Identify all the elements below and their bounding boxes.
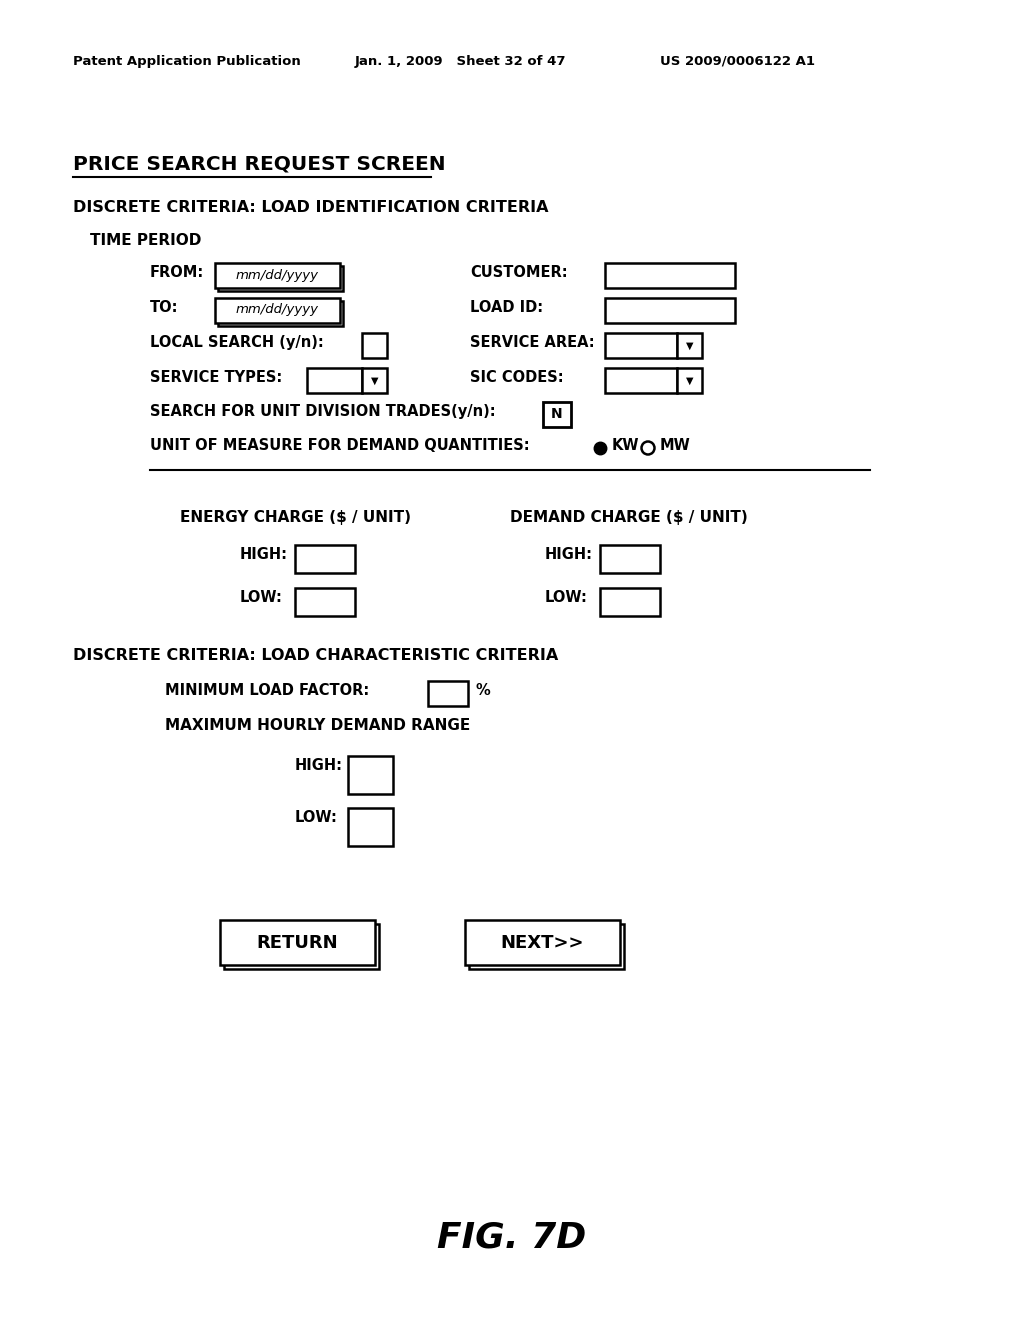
Bar	[362, 368, 387, 393]
Text: MAXIMUM HOURLY DEMAND RANGE: MAXIMUM HOURLY DEMAND RANGE	[165, 718, 470, 733]
Text: TIME PERIOD: TIME PERIOD	[90, 234, 202, 248]
Text: mm/dd/yyyy: mm/dd/yyyy	[236, 268, 318, 281]
Text: mm/dd/yyyy: mm/dd/yyyy	[236, 304, 318, 317]
Bar	[677, 368, 702, 393]
Bar	[215, 263, 340, 288]
Text: SERVICE TYPES:: SERVICE TYPES:	[150, 370, 283, 385]
Bar	[605, 333, 677, 358]
Bar	[605, 368, 677, 393]
Bar	[215, 298, 340, 323]
Bar	[600, 545, 660, 573]
Text: SIC CODES:: SIC CODES:	[470, 370, 563, 385]
Bar	[295, 587, 355, 616]
Text: TO:: TO:	[150, 300, 178, 315]
Text: NEXT>>: NEXT>>	[501, 933, 584, 952]
Text: KW: KW	[612, 438, 640, 453]
Text: US 2009/0006122 A1: US 2009/0006122 A1	[660, 55, 815, 69]
Text: ENERGY CHARGE ($ / UNIT): ENERGY CHARGE ($ / UNIT)	[180, 510, 411, 525]
Text: HIGH:: HIGH:	[295, 758, 343, 774]
Text: DEMAND CHARGE ($ / UNIT): DEMAND CHARGE ($ / UNIT)	[510, 510, 748, 525]
Text: DISCRETE CRITERIA: LOAD CHARACTERISTIC CRITERIA: DISCRETE CRITERIA: LOAD CHARACTERISTIC C…	[73, 648, 558, 663]
Bar	[348, 756, 393, 795]
Text: LOCAL SEARCH (y/n):: LOCAL SEARCH (y/n):	[150, 335, 324, 350]
Text: LOW:: LOW:	[545, 590, 588, 605]
Text: LOAD ID:: LOAD ID:	[470, 300, 543, 315]
Text: UNIT OF MEASURE FOR DEMAND QUANTITIES:: UNIT OF MEASURE FOR DEMAND QUANTITIES:	[150, 438, 529, 453]
Bar	[224, 924, 379, 969]
Bar	[218, 267, 343, 290]
Bar	[307, 368, 362, 393]
Bar	[348, 808, 393, 846]
Text: ▼: ▼	[686, 375, 693, 385]
Text: SEARCH FOR UNIT DIVISION TRADES(y/n):: SEARCH FOR UNIT DIVISION TRADES(y/n):	[150, 404, 496, 418]
Text: N: N	[551, 407, 563, 421]
Text: FIG. 7D: FIG. 7D	[437, 1220, 587, 1254]
Bar	[218, 301, 343, 326]
Bar	[465, 920, 620, 965]
Text: LOW:: LOW:	[295, 810, 338, 825]
Text: MW: MW	[660, 438, 691, 453]
Bar	[295, 545, 355, 573]
Bar	[605, 263, 735, 288]
Bar	[605, 298, 735, 323]
Bar	[543, 403, 571, 426]
Text: SERVICE AREA:: SERVICE AREA:	[470, 335, 595, 350]
Bar	[362, 333, 387, 358]
Text: Jan. 1, 2009   Sheet 32 of 47: Jan. 1, 2009 Sheet 32 of 47	[355, 55, 566, 69]
Text: HIGH:: HIGH:	[545, 546, 593, 562]
Bar	[677, 333, 702, 358]
Text: RETURN: RETURN	[256, 933, 338, 952]
Text: CUSTOMER:: CUSTOMER:	[470, 265, 567, 280]
Text: PRICE SEARCH REQUEST SCREEN: PRICE SEARCH REQUEST SCREEN	[73, 154, 445, 174]
Bar	[600, 587, 660, 616]
Text: LOW:: LOW:	[240, 590, 283, 605]
Text: DISCRETE CRITERIA: LOAD IDENTIFICATION CRITERIA: DISCRETE CRITERIA: LOAD IDENTIFICATION C…	[73, 201, 549, 215]
Bar	[469, 924, 624, 969]
Bar	[220, 920, 375, 965]
Text: ▼: ▼	[686, 341, 693, 351]
Text: ▼: ▼	[371, 375, 378, 385]
Text: MINIMUM LOAD FACTOR:: MINIMUM LOAD FACTOR:	[165, 682, 370, 698]
Text: FROM:: FROM:	[150, 265, 204, 280]
Text: HIGH:: HIGH:	[240, 546, 288, 562]
Bar	[428, 681, 468, 706]
Text: Patent Application Publication: Patent Application Publication	[73, 55, 301, 69]
Text: %: %	[476, 682, 490, 698]
